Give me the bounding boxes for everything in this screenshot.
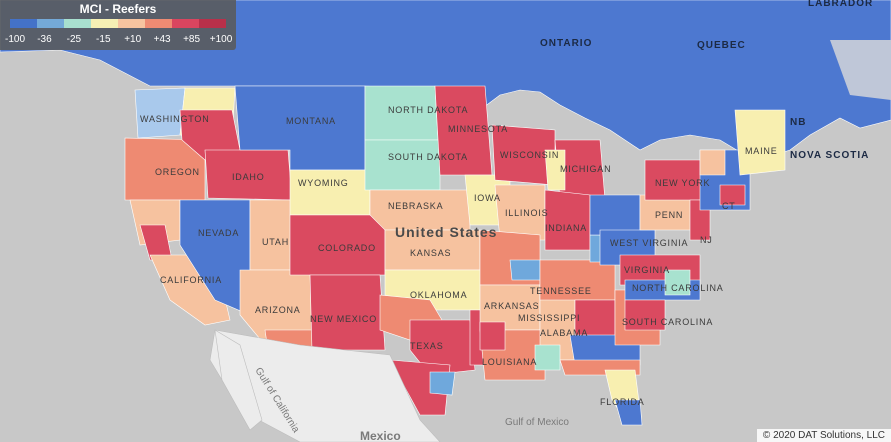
label-oklahoma: OKLAHOMA	[410, 290, 467, 300]
region-mo-east[interactable]	[509, 259, 541, 281]
region-ms-gulf[interactable]	[534, 344, 561, 371]
legend-tick-label: -15	[96, 34, 111, 45]
region-maine[interactable]	[734, 109, 786, 176]
label-arizona: ARIZONA	[255, 305, 301, 315]
label-labrador: LABRADOR	[808, 0, 873, 9]
region-canada-east-gray	[830, 40, 891, 100]
copyright-notice: © 2020 DAT Solutions, LLC	[756, 429, 891, 442]
label-wisconsin: WISCONSIN	[500, 150, 559, 160]
label-nj: NJ	[700, 235, 713, 245]
label-mississippi: MISSISSIPPI	[518, 313, 580, 323]
region-la-north[interactable]	[479, 321, 506, 351]
legend-swatch-5	[145, 19, 172, 28]
label-penn: PENN	[655, 210, 683, 220]
region-ohio[interactable]	[589, 194, 641, 236]
legend-tick-labels: -100 -36 -25 -15 +10 +43 +85 +100	[0, 34, 236, 46]
label-nova-scotia: NOVA SCOTIA	[790, 150, 869, 161]
label-minnesota: MINNESOTA	[448, 124, 508, 134]
legend-tick-label: +100	[209, 34, 233, 45]
label-maine: MAINE	[745, 146, 778, 156]
region-texas-coastal[interactable]	[429, 371, 456, 396]
legend-tick-label: +85	[183, 34, 201, 45]
label-arkansas: ARKANSAS	[484, 301, 539, 311]
region-vermont[interactable]	[699, 149, 726, 176]
region-nc-east[interactable]	[664, 269, 691, 296]
label-north-carolina: NORTH CAROLINA	[632, 283, 724, 293]
legend-tick-label: -36	[37, 34, 52, 45]
label-washington: WASHINGTON	[140, 114, 210, 124]
label-illinois: ILLINOIS	[505, 208, 548, 218]
legend-swatch-6	[172, 19, 199, 28]
region-new-mexico[interactable]	[309, 274, 386, 351]
label-california: CALIFORNIA	[160, 275, 222, 285]
label-new-mexico: NEW MEXICO	[310, 314, 377, 324]
legend-tick-label: -25	[66, 34, 82, 45]
region-ct[interactable]	[719, 184, 746, 206]
region-michigan-west[interactable]	[544, 149, 566, 191]
label-north-dakota: NORTH DAKOTA	[388, 105, 468, 115]
label-indiana: INDIANA	[545, 223, 587, 233]
label-michigan: MICHIGAN	[560, 164, 611, 174]
label-wyoming: WYOMING	[298, 178, 349, 188]
legend-swatch-2	[64, 19, 91, 28]
label-gulf-of-mexico: Gulf of Mexico	[505, 417, 569, 428]
label-ct: CT	[722, 201, 736, 211]
region-wyoming[interactable]	[289, 169, 371, 216]
label-west-virginia: WEST VIRGINIA	[610, 238, 688, 248]
color-legend: MCI - Reefers -100 -36 -25 -15 +10 +43 +85 +100	[0, 0, 236, 50]
label-quebec: QUEBEC	[697, 40, 746, 51]
label-iowa: IOWA	[474, 193, 501, 203]
region-florida-south[interactable]	[614, 399, 643, 426]
label-south-carolina: SOUTH CAROLINA	[622, 317, 713, 327]
region-nevada[interactable]	[179, 199, 251, 316]
label-nebraska: NEBRASKA	[388, 201, 443, 211]
region-south-carolina[interactable]	[624, 299, 666, 331]
label-texas: TEXAS	[410, 341, 444, 351]
legend-tick-label: +43	[153, 34, 171, 45]
label-south-dakota: SOUTH DAKOTA	[388, 152, 468, 162]
label-nevada: NEVADA	[198, 228, 239, 238]
region-south-dakota[interactable]	[364, 139, 441, 191]
label-mexico: Mexico	[360, 429, 401, 442]
label-nb: NB	[790, 117, 806, 128]
legend-color-bar	[10, 19, 226, 28]
label-ontario: ONTARIO	[540, 38, 592, 49]
label-idaho: IDAHO	[232, 172, 265, 182]
region-baja	[214, 329, 263, 431]
label-montana: MONTANA	[286, 116, 336, 126]
label-alabama: ALABAMA	[540, 328, 588, 338]
region-washington[interactable]	[134, 87, 186, 139]
legend-swatch-7	[199, 19, 226, 28]
label-florida: FLORIDA	[600, 397, 645, 407]
label-new-york: NEW YORK	[655, 178, 710, 188]
legend-tick-label: -100	[4, 34, 26, 45]
label-virginia: VIRGINIA	[624, 265, 670, 275]
label-colorado: COLORADO	[318, 243, 376, 253]
legend-swatch-0	[10, 19, 37, 28]
legend-tick-label: +10	[124, 34, 142, 45]
label-kansas: KANSAS	[410, 248, 451, 258]
label-oregon: OREGON	[155, 167, 200, 177]
label-utah: UTAH	[262, 237, 289, 247]
legend-swatch-4	[118, 19, 145, 28]
label-tennessee: TENNESSEE	[530, 286, 592, 296]
legend-swatch-3	[91, 19, 118, 28]
region-mexico	[209, 329, 441, 442]
label-united-states: United States	[395, 224, 497, 240]
label-louisiana: LOUISIANA	[482, 357, 537, 367]
legend-title: MCI - Reefers	[79, 2, 157, 16]
region-indiana[interactable]	[544, 189, 591, 251]
legend-swatch-1	[37, 19, 64, 28]
